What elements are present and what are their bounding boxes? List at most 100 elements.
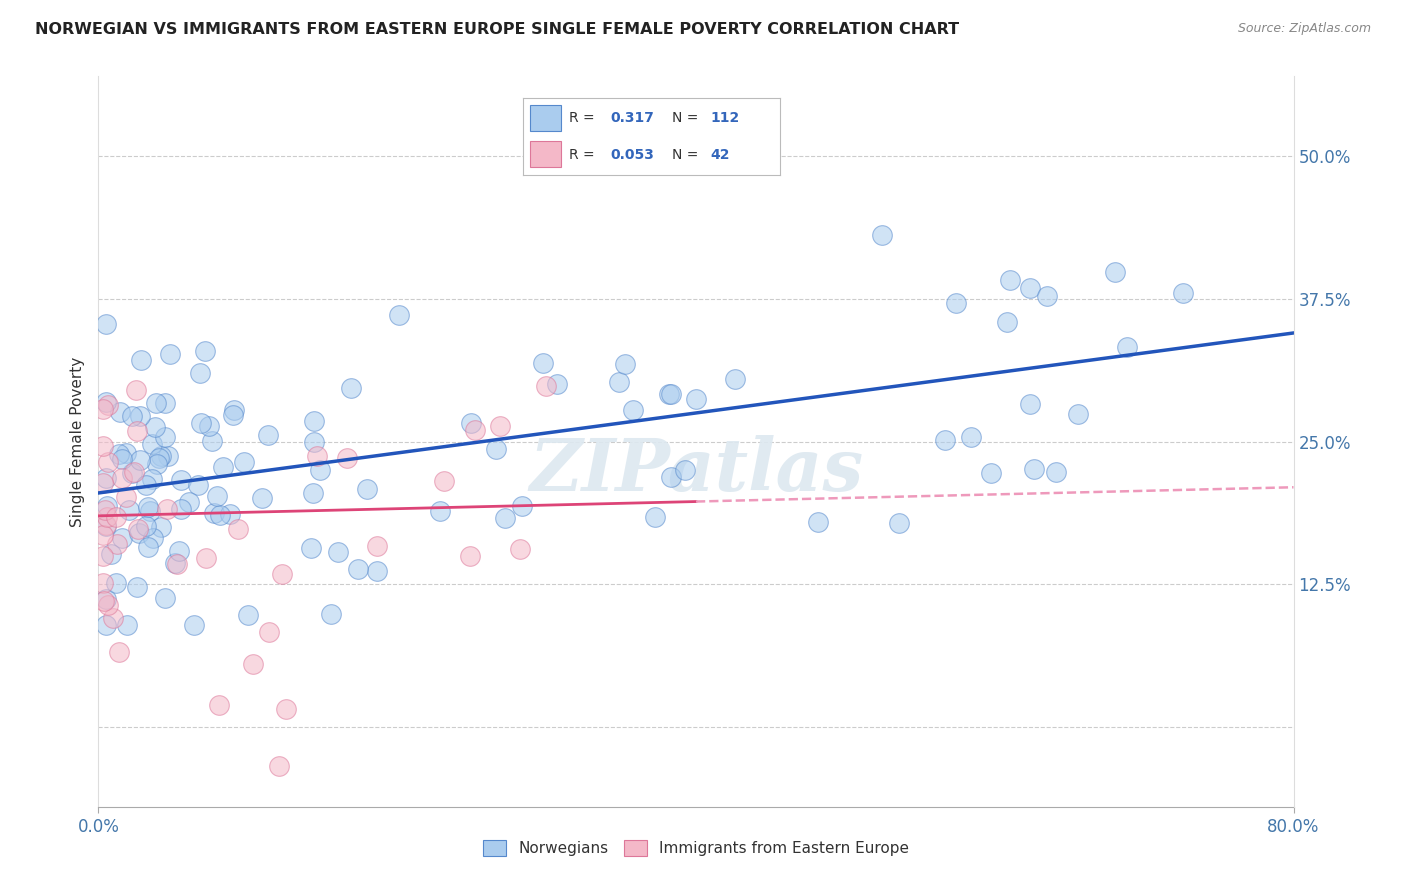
Point bbox=[218, 507, 240, 521]
Point bbox=[149, 449, 172, 463]
Point bbox=[250, 491, 273, 505]
Point bbox=[659, 469, 682, 483]
Point bbox=[807, 515, 830, 529]
Point bbox=[887, 516, 910, 531]
Point bbox=[267, 759, 290, 773]
Point bbox=[202, 506, 225, 520]
Point bbox=[302, 434, 325, 449]
Point bbox=[183, 618, 205, 632]
Point bbox=[111, 531, 134, 545]
Point bbox=[208, 508, 231, 522]
Point bbox=[302, 486, 325, 500]
Point bbox=[149, 520, 172, 534]
Point bbox=[111, 452, 134, 467]
Point bbox=[186, 478, 208, 492]
Point bbox=[97, 455, 120, 469]
Point bbox=[167, 544, 190, 558]
Point bbox=[485, 442, 508, 457]
Point bbox=[546, 377, 568, 392]
Point bbox=[153, 591, 176, 606]
Point bbox=[91, 528, 114, 542]
Point bbox=[127, 522, 149, 536]
Point bbox=[128, 526, 150, 541]
Point bbox=[429, 504, 451, 518]
Point bbox=[97, 398, 120, 412]
Point bbox=[145, 395, 167, 409]
Point bbox=[659, 387, 682, 401]
Point bbox=[1116, 339, 1139, 353]
Point bbox=[96, 599, 118, 613]
Point bbox=[94, 517, 117, 532]
Point bbox=[945, 295, 967, 310]
Point bbox=[1018, 397, 1040, 411]
Point bbox=[115, 446, 138, 460]
Point bbox=[121, 409, 143, 423]
Point bbox=[536, 379, 558, 393]
Point bbox=[166, 558, 188, 572]
Point bbox=[460, 416, 482, 430]
Point bbox=[309, 463, 332, 477]
Point bbox=[96, 499, 118, 513]
Point bbox=[110, 471, 132, 485]
Point bbox=[100, 547, 122, 561]
Point bbox=[621, 403, 644, 417]
Point bbox=[960, 430, 983, 444]
Point bbox=[321, 607, 343, 622]
Point bbox=[108, 404, 131, 418]
Point bbox=[141, 436, 163, 450]
Point bbox=[153, 396, 176, 410]
Point bbox=[94, 471, 117, 485]
Point bbox=[302, 414, 325, 428]
Point bbox=[170, 473, 193, 487]
Point bbox=[1036, 289, 1059, 303]
Point bbox=[458, 549, 481, 563]
Point bbox=[673, 463, 696, 477]
Point bbox=[271, 566, 294, 581]
Text: Source: ZipAtlas.com: Source: ZipAtlas.com bbox=[1237, 22, 1371, 36]
Point bbox=[995, 315, 1018, 329]
Point bbox=[108, 645, 131, 659]
Point bbox=[494, 511, 516, 525]
Point bbox=[141, 472, 163, 486]
Point bbox=[142, 532, 165, 546]
Point bbox=[143, 420, 166, 434]
Point bbox=[870, 227, 893, 242]
Point bbox=[201, 434, 224, 448]
Point bbox=[1173, 286, 1195, 301]
Point bbox=[148, 450, 170, 465]
Point bbox=[347, 562, 370, 576]
Point bbox=[94, 618, 117, 632]
Point bbox=[131, 352, 153, 367]
Point bbox=[135, 478, 157, 492]
Point bbox=[117, 618, 139, 632]
Point bbox=[94, 592, 117, 607]
Point bbox=[998, 273, 1021, 287]
Point bbox=[305, 449, 328, 463]
Point bbox=[934, 433, 956, 447]
Y-axis label: Single Female Poverty: Single Female Poverty bbox=[69, 357, 84, 526]
Point bbox=[105, 537, 128, 551]
Point bbox=[114, 491, 136, 505]
Point bbox=[124, 383, 146, 397]
Point bbox=[156, 502, 179, 516]
Point bbox=[93, 549, 115, 563]
Point bbox=[104, 509, 127, 524]
Point bbox=[136, 541, 159, 555]
Point bbox=[94, 503, 117, 517]
Point bbox=[433, 475, 456, 489]
Point bbox=[153, 430, 176, 444]
Point bbox=[644, 509, 666, 524]
Point bbox=[101, 611, 124, 625]
Point bbox=[340, 381, 363, 395]
Point bbox=[222, 408, 245, 422]
Point bbox=[980, 467, 1002, 481]
Point bbox=[207, 698, 229, 712]
Point bbox=[105, 576, 128, 591]
Point bbox=[336, 451, 359, 466]
Point bbox=[194, 344, 217, 359]
Point bbox=[724, 372, 747, 386]
Point bbox=[94, 317, 117, 331]
Point bbox=[356, 482, 378, 496]
Point bbox=[226, 521, 249, 535]
Point bbox=[135, 519, 157, 533]
